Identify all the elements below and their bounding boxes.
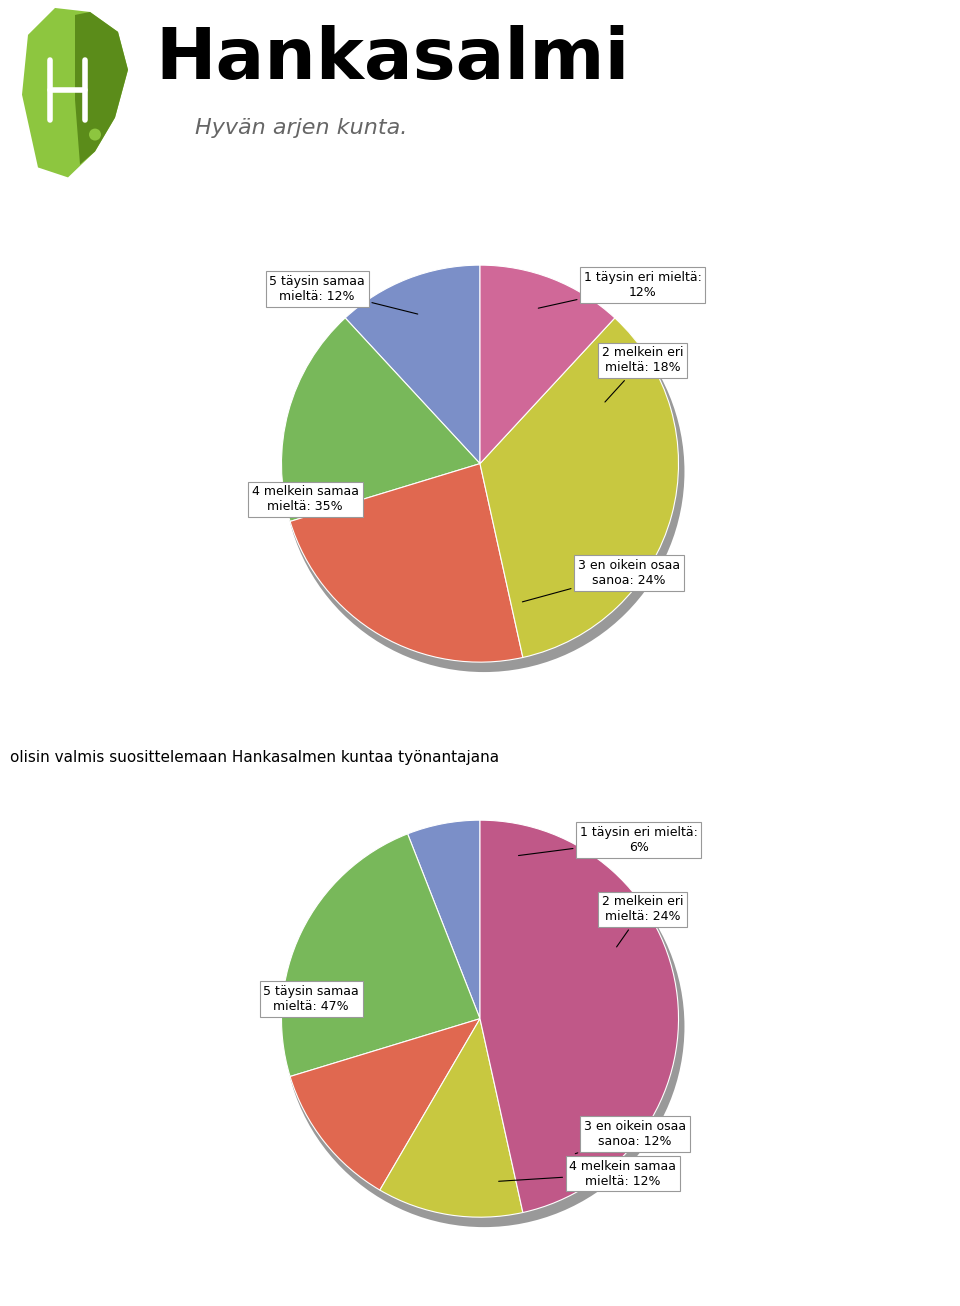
Text: 2 melkein eri
mieltä: 18%: 2 melkein eri mieltä: 18% — [602, 346, 684, 402]
Wedge shape — [290, 464, 523, 662]
Text: Hankasalmi: Hankasalmi — [155, 25, 630, 94]
Wedge shape — [480, 317, 679, 657]
Wedge shape — [408, 820, 480, 1019]
Ellipse shape — [283, 827, 684, 1228]
Ellipse shape — [283, 272, 684, 673]
Text: Hyvän arjen kunta.: Hyvän arjen kunta. — [195, 118, 407, 137]
Text: 1 täysin eri mieltä:
12%: 1 täysin eri mieltä: 12% — [539, 270, 702, 308]
Text: 5 täysin samaa
mieltä: 12%: 5 täysin samaa mieltä: 12% — [270, 276, 418, 313]
Wedge shape — [380, 1019, 523, 1217]
Text: 4 melkein samaa
mieltä: 35%: 4 melkein samaa mieltä: 35% — [252, 485, 359, 513]
Text: 4 melkein samaa
mieltä: 12%: 4 melkein samaa mieltä: 12% — [498, 1160, 677, 1187]
Wedge shape — [346, 265, 480, 464]
Text: olisin valmis suosittelemaan Hankasalmen kuntaa työnantajana: olisin valmis suosittelemaan Hankasalmen… — [10, 750, 499, 765]
Wedge shape — [480, 820, 679, 1212]
Text: 1 täysin eri mieltä:
6%: 1 täysin eri mieltä: 6% — [518, 825, 698, 855]
Text: 3 en oikein osaa
sanoa: 12%: 3 en oikein osaa sanoa: 12% — [575, 1119, 685, 1153]
Wedge shape — [480, 265, 614, 464]
Text: 3 en oikein osaa
sanoa: 24%: 3 en oikein osaa sanoa: 24% — [522, 559, 680, 602]
Wedge shape — [281, 317, 480, 521]
Text: 2 melkein eri
mieltä: 24%: 2 melkein eri mieltä: 24% — [602, 896, 684, 947]
Circle shape — [89, 128, 101, 141]
Polygon shape — [75, 12, 128, 165]
Wedge shape — [281, 833, 480, 1076]
Polygon shape — [22, 8, 128, 178]
Text: 5 täysin samaa
mieltä: 47%: 5 täysin samaa mieltä: 47% — [263, 985, 359, 1013]
Wedge shape — [290, 1019, 480, 1190]
